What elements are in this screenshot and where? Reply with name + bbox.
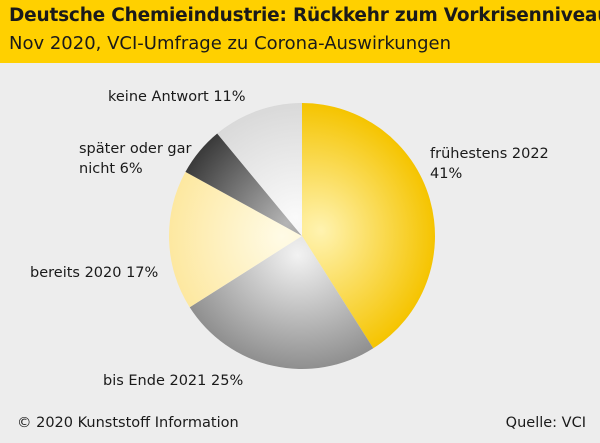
pie-slice-3	[185, 133, 302, 236]
chart-title: Deutsche Chemieindustrie: Rückkehr zum V…	[9, 5, 600, 26]
label-spaeter-oder-gar-nicht: später oder gar nicht 6%	[79, 141, 192, 177]
pie-slice-0	[302, 103, 436, 349]
label-bis-ende-2021: bis Ende 2021 25%	[103, 373, 244, 389]
chart-subtitle: Nov 2020, VCI-Umfrage zu Corona-Auswirku…	[9, 33, 452, 54]
source-note: Quelle: VCI	[505, 415, 586, 431]
pie-slice-1	[189, 236, 374, 370]
label-keine-antwort: keine Antwort 11%	[108, 89, 246, 105]
label-bereits-2020: bereits 2020 17%	[30, 265, 159, 281]
chart-panel: frühestens 2022 41% bis Ende 2021 25% be…	[0, 63, 600, 443]
label-fruehestens-2022: frühestens 2022 41%	[430, 146, 549, 182]
pie-slice-4	[217, 103, 302, 236]
copyright-note: © 2020 Kunststoff Information	[17, 415, 239, 431]
header-bar: Deutsche Chemieindustrie: Rückkehr zum V…	[0, 0, 600, 63]
pie-slice-2	[168, 171, 302, 308]
pie-chart	[168, 103, 436, 370]
